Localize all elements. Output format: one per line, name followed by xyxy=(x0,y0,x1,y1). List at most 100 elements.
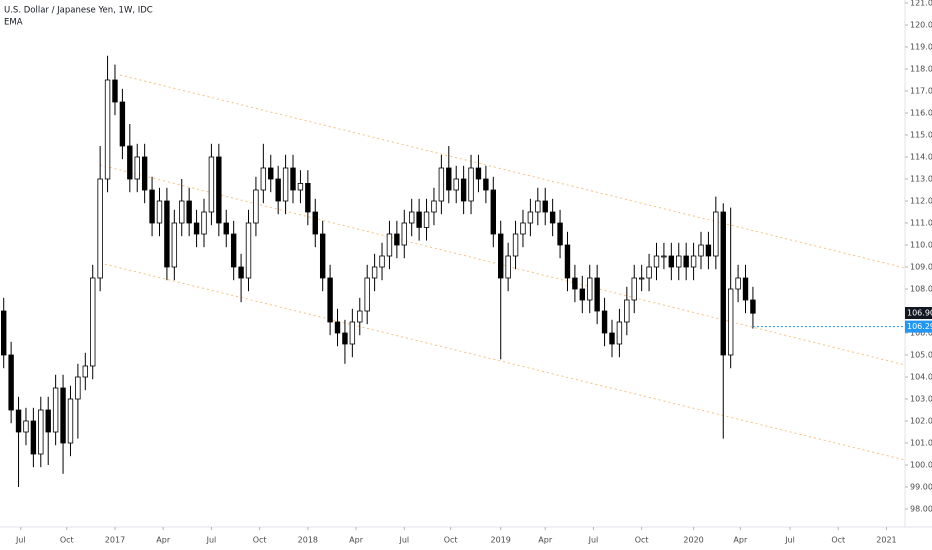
channel-middle xyxy=(99,164,906,366)
y-tick-label: 116.000 xyxy=(910,109,932,118)
candle-body xyxy=(720,211,726,356)
candle-body xyxy=(535,200,541,213)
channel-lower xyxy=(99,262,906,461)
candle-body xyxy=(67,398,74,444)
candle-body xyxy=(245,222,252,279)
candle-body xyxy=(45,409,51,433)
candle-body xyxy=(683,255,689,268)
candle-body xyxy=(193,222,200,235)
candle-body xyxy=(594,277,600,312)
candle-body xyxy=(23,420,29,433)
candle-body xyxy=(52,387,59,433)
candle-body xyxy=(676,255,682,268)
candle-body xyxy=(305,182,311,213)
candle-body xyxy=(750,299,756,314)
candle-body xyxy=(60,387,66,444)
price-label: 106.290 xyxy=(907,322,932,331)
candle-body xyxy=(141,156,148,191)
y-tick-label: 101.000 xyxy=(910,439,932,448)
candle-body xyxy=(8,354,14,411)
x-tick-label: Oct xyxy=(253,536,267,545)
candle-body xyxy=(223,222,229,235)
candle-body xyxy=(327,277,333,323)
y-tick-label: 98.000 xyxy=(910,505,932,514)
candle-body xyxy=(319,233,326,279)
trend-channel xyxy=(99,74,906,461)
candle-body xyxy=(423,211,430,228)
x-tick-label: 2020 xyxy=(683,536,703,545)
candle-body xyxy=(601,310,608,334)
y-tick-label: 103.000 xyxy=(910,395,932,404)
x-tick-label: Apr xyxy=(733,536,748,545)
candle-body xyxy=(409,211,415,224)
candle-body xyxy=(705,244,712,257)
candle-body xyxy=(542,200,548,213)
candle-body xyxy=(260,167,267,191)
y-tick-label: 117.000 xyxy=(910,87,932,96)
candle-body xyxy=(171,222,178,268)
y-tick-label: 119.000 xyxy=(910,43,932,52)
candle-body xyxy=(549,211,556,224)
candle-body xyxy=(208,156,215,213)
candle-body xyxy=(364,277,370,312)
candle-body xyxy=(349,321,356,345)
candle-body xyxy=(727,288,734,356)
candle-body xyxy=(653,255,660,268)
candle-body xyxy=(742,277,749,301)
candle-body xyxy=(134,156,140,180)
candle-body xyxy=(201,211,207,235)
candle-body xyxy=(119,101,126,147)
candle-body xyxy=(1,310,7,356)
candle-body xyxy=(735,277,741,290)
x-tick-label: 2018 xyxy=(298,536,318,545)
candle-body xyxy=(668,255,675,268)
candle-body xyxy=(579,288,586,301)
y-tick-label: 99.000 xyxy=(910,483,932,492)
y-tick-label: 110.000 xyxy=(910,241,932,250)
candle-body xyxy=(460,178,467,202)
y-tick-label: 102.000 xyxy=(910,417,932,426)
candle-body xyxy=(438,167,445,202)
y-tick-label: 113.000 xyxy=(910,175,932,184)
candle-body xyxy=(431,200,437,213)
candle-body xyxy=(164,200,170,268)
candle-body xyxy=(475,167,482,180)
candle-body xyxy=(371,266,378,279)
y-tick-label: 109.000 xyxy=(910,263,932,272)
candle-body xyxy=(713,211,719,257)
candle-body xyxy=(282,167,289,202)
candle-body xyxy=(186,200,192,224)
chart-title: U.S. Dollar / Japanese Yen, 1W, IDC xyxy=(4,6,153,16)
candle-body xyxy=(661,255,667,258)
y-tick-label: 112.000 xyxy=(910,197,932,206)
candle-body xyxy=(156,200,163,224)
candle-body xyxy=(127,145,133,180)
y-tick-label: 100.000 xyxy=(910,461,932,470)
candle-body xyxy=(97,178,103,279)
candle-body xyxy=(312,211,318,235)
candle-body xyxy=(527,211,534,224)
y-tick-label: 118.000 xyxy=(910,65,932,74)
candle-body xyxy=(572,277,578,290)
candle-body xyxy=(379,255,385,268)
candle-body xyxy=(483,178,489,191)
candle-body xyxy=(631,277,637,301)
candle-body xyxy=(490,189,496,235)
candle-body xyxy=(609,332,615,345)
candle-body xyxy=(512,233,519,257)
y-tick-label: 106.000 xyxy=(910,329,932,338)
candle-body xyxy=(238,266,244,279)
candle-body xyxy=(416,211,422,228)
x-tick-label: 2021 xyxy=(876,536,896,545)
candle-body xyxy=(468,167,474,202)
candle-body xyxy=(342,332,348,345)
candle-body xyxy=(646,266,652,279)
candle-body xyxy=(104,79,111,180)
x-tick-label: Jul xyxy=(398,536,409,545)
y-tick-label: 115.000 xyxy=(910,131,932,140)
y-tick-label: 105.000 xyxy=(910,351,932,360)
indicator-label: EMA xyxy=(4,18,23,28)
candle-body xyxy=(112,79,118,103)
candle-body xyxy=(401,222,407,246)
